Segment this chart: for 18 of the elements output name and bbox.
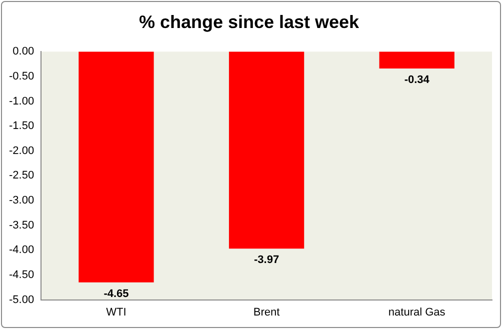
data-label: -0.34 [404, 74, 430, 86]
x-tick-label: Brent [253, 306, 280, 318]
x-tick-label: WTI [106, 306, 126, 318]
y-tick-label: -3.50 [8, 219, 34, 232]
y-tick-label: -2.00 [8, 144, 34, 157]
y-tick-label: -3.00 [8, 194, 34, 207]
y-tick-label: -0.50 [8, 70, 34, 82]
y-tick-label: 0.00 [12, 46, 34, 58]
y-tick-label: -2.50 [8, 170, 34, 182]
y-tick-label: -4.00 [8, 244, 34, 256]
y-tick-label: -5.00 [8, 294, 34, 306]
data-label: -4.65 [104, 288, 129, 300]
y-tick-label: -4.50 [8, 269, 34, 282]
data-label: -3.97 [254, 254, 280, 266]
y-tick-label: -1.00 [8, 95, 34, 108]
y-tick-label: -1.50 [8, 120, 34, 132]
x-tick-label: natural Gas [388, 306, 446, 318]
chart-title: % change since last week [138, 12, 360, 32]
